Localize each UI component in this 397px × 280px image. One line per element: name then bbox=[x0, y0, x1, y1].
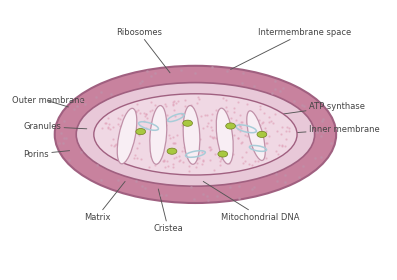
Ellipse shape bbox=[183, 120, 193, 126]
Text: Matrix: Matrix bbox=[84, 181, 125, 221]
Ellipse shape bbox=[150, 106, 167, 164]
Ellipse shape bbox=[167, 148, 177, 154]
Text: Porins: Porins bbox=[23, 150, 69, 158]
Ellipse shape bbox=[216, 108, 233, 164]
Ellipse shape bbox=[257, 131, 267, 137]
Text: Cristea: Cristea bbox=[153, 189, 183, 233]
Text: Outer membrane: Outer membrane bbox=[12, 96, 85, 107]
Text: Mitochondrial DNA: Mitochondrial DNA bbox=[203, 181, 299, 221]
Ellipse shape bbox=[94, 94, 297, 175]
Ellipse shape bbox=[183, 106, 200, 164]
Text: Granules: Granules bbox=[23, 122, 87, 131]
Ellipse shape bbox=[226, 123, 235, 129]
Ellipse shape bbox=[136, 129, 146, 135]
Ellipse shape bbox=[117, 108, 137, 164]
Ellipse shape bbox=[218, 151, 227, 157]
Text: Ribosomes: Ribosomes bbox=[116, 28, 170, 73]
Ellipse shape bbox=[76, 83, 315, 186]
Text: Intermembrane space: Intermembrane space bbox=[231, 28, 351, 69]
Text: ATP synthase: ATP synthase bbox=[278, 102, 365, 115]
Ellipse shape bbox=[55, 66, 336, 203]
Text: Inner membrane: Inner membrane bbox=[278, 125, 380, 134]
Ellipse shape bbox=[247, 111, 265, 160]
